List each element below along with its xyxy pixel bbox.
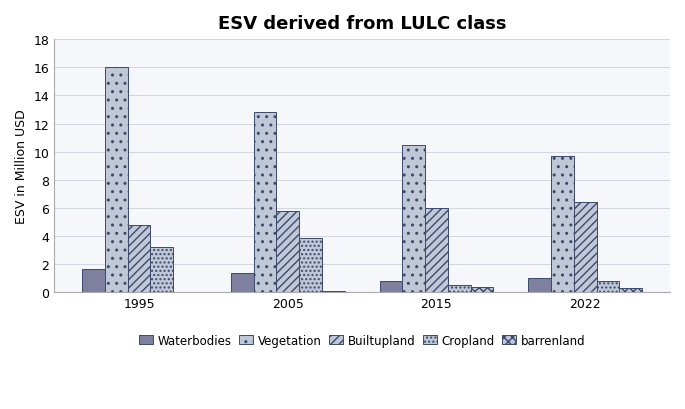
Bar xyxy=(151,248,173,293)
Bar xyxy=(173,292,196,293)
Bar xyxy=(619,288,642,293)
Bar xyxy=(322,292,345,293)
Bar xyxy=(448,285,471,293)
Bar xyxy=(299,239,322,293)
Bar xyxy=(551,157,574,293)
Bar xyxy=(253,113,277,293)
Bar xyxy=(379,281,402,293)
Bar xyxy=(471,287,493,293)
Bar xyxy=(574,203,597,293)
Bar xyxy=(597,281,619,293)
Bar xyxy=(105,68,128,293)
Bar xyxy=(82,269,105,293)
Bar xyxy=(128,225,151,293)
Bar xyxy=(425,209,448,293)
Legend: Waterbodies, Vegetation, Builtupland, Cropland, barrenland: Waterbodies, Vegetation, Builtupland, Cr… xyxy=(136,331,588,349)
Y-axis label: ESV in Million USD: ESV in Million USD xyxy=(15,109,28,224)
Title: ESV derived from LULC class: ESV derived from LULC class xyxy=(218,15,506,33)
Bar xyxy=(528,278,551,293)
Bar xyxy=(231,274,253,293)
Bar xyxy=(277,211,299,293)
Bar xyxy=(402,145,425,293)
